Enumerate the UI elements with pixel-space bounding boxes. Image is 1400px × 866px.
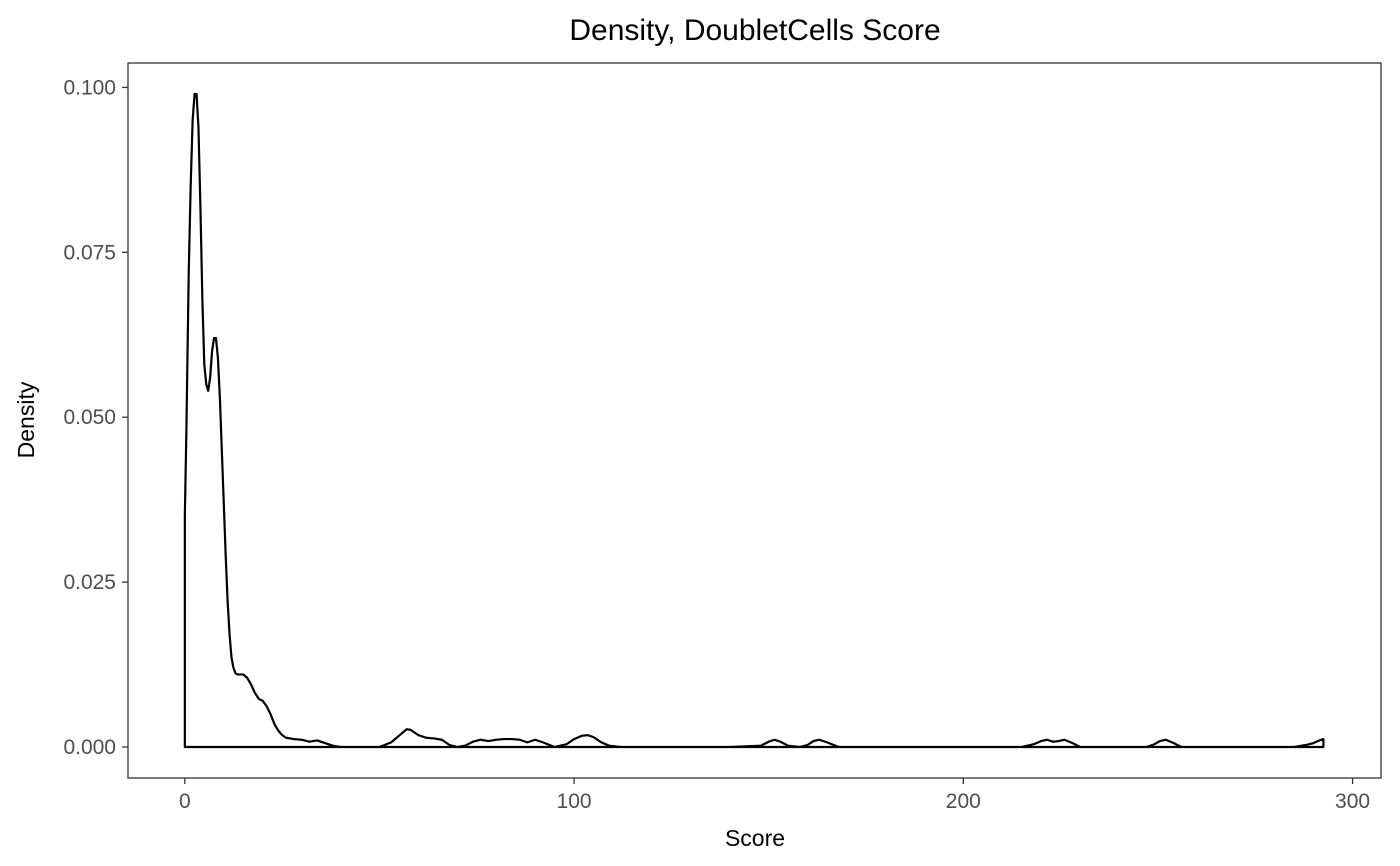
- panel-border: [127, 62, 1382, 779]
- chart-title: Density, DoubletCells Score: [569, 14, 940, 47]
- density-line: [183, 92, 1325, 749]
- y-tick-label: 0.000: [63, 736, 116, 759]
- x-tick-label: 0: [179, 790, 191, 813]
- y-tick-label: 0.025: [63, 571, 116, 594]
- y-tick-label: 0.100: [63, 76, 116, 99]
- y-tick-label: 0.075: [63, 241, 116, 264]
- y-tick-label: 0.050: [63, 406, 116, 429]
- y-axis-label: Density: [13, 381, 39, 458]
- x-tick-label: 100: [557, 790, 592, 813]
- x-tick-label: 200: [946, 790, 981, 813]
- x-axis-label: Score: [725, 825, 785, 851]
- y-axis: 0.000 0.025 0.050 0.075 0.100: [63, 76, 128, 759]
- x-tick-label: 300: [1335, 790, 1370, 813]
- x-axis: 0 100 200 300: [179, 778, 1370, 813]
